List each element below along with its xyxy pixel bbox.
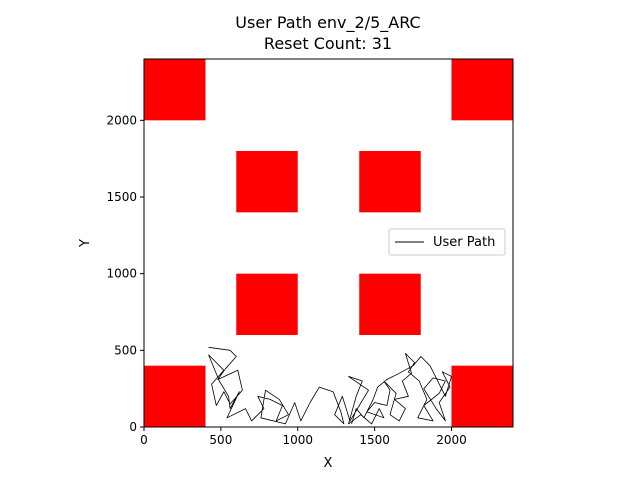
obstacle-5	[359, 273, 421, 335]
y-tick-label: 500	[114, 343, 137, 357]
obstacle-7	[451, 365, 513, 427]
x-axis-ticks: 0 500 1000 1500 2000	[140, 427, 467, 447]
obstacles-layer	[144, 59, 513, 427]
y-axis-ticks: 0 500 1000 1500 2000	[106, 113, 144, 434]
x-axis-label: X	[324, 456, 333, 471]
plot-frame	[143, 58, 514, 428]
chart-subtitle: Reset Count: 31	[264, 34, 392, 53]
obstacle-0	[144, 59, 206, 121]
legend: User Path	[388, 228, 506, 256]
obstacle-6	[144, 365, 206, 427]
obstacle-1	[451, 59, 513, 121]
chart-title: User Path env_2/5_ARC	[235, 13, 420, 33]
x-tick-label: 1000	[282, 433, 313, 447]
x-tick-label: 2000	[436, 433, 467, 447]
y-tick-label: 1000	[106, 267, 137, 281]
x-tick-label: 500	[209, 433, 232, 447]
legend-box	[388, 228, 506, 256]
legend-entry-user-path: User Path	[433, 235, 495, 250]
obstacle-4	[236, 273, 298, 335]
path-layer	[208, 346, 452, 425]
series-line-user-path	[208, 346, 452, 425]
y-tick-label: 0	[129, 420, 137, 434]
obstacle-2	[236, 151, 298, 213]
y-tick-label: 1500	[106, 190, 137, 204]
x-tick-label: 0	[140, 433, 148, 447]
y-axis-label: Y	[78, 239, 93, 248]
obstacle-3	[359, 151, 421, 213]
y-tick-label: 2000	[106, 113, 137, 127]
x-tick-label: 1500	[359, 433, 390, 447]
